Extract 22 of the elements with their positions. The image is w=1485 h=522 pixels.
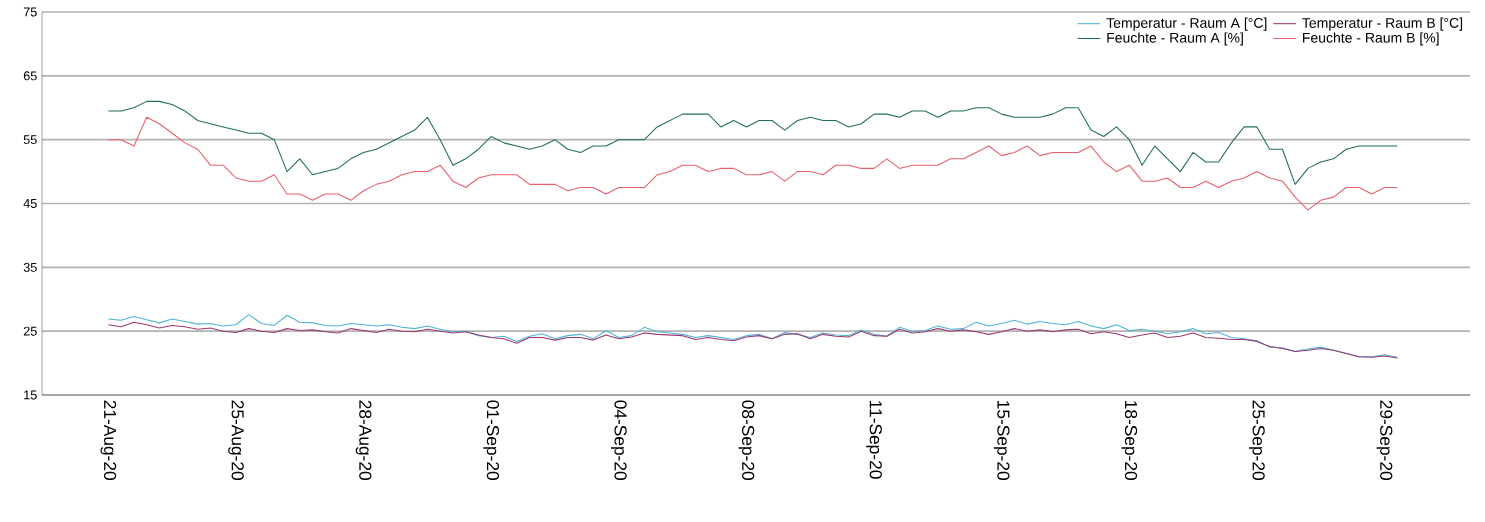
x-tick-label: 08-Sep-20 bbox=[738, 400, 755, 480]
y-tick-label: 25 bbox=[23, 326, 37, 336]
x-tick-label: 28-Aug-20 bbox=[355, 400, 372, 480]
x-tick-label: 15-Sep-20 bbox=[993, 401, 1010, 480]
x-tick-label: 01-Sep-20 bbox=[483, 400, 500, 480]
legend-label: Temperatur - Raum B [°C] bbox=[1302, 17, 1463, 31]
x-tick-label: 21-Aug-20 bbox=[100, 400, 117, 480]
y-tick-label: 75 bbox=[23, 7, 37, 17]
x-tick-label: 25-Sep-20 bbox=[1249, 400, 1265, 480]
x-tick-label: 29-Sep-20 bbox=[1376, 400, 1393, 480]
y-tick-label: 35 bbox=[23, 262, 37, 272]
x-tick-label: 25-Aug-20 bbox=[228, 400, 244, 480]
y-tick-label: 65 bbox=[23, 71, 37, 81]
legend-label: Temperatur - Raum A [°C] bbox=[1106, 17, 1267, 31]
x-tick-label: 18-Sep-20 bbox=[1121, 401, 1138, 480]
legend-label: Feuchte - Raum A [%] bbox=[1107, 32, 1243, 46]
legend-label: Feuchte - Raum B [%] bbox=[1303, 32, 1439, 46]
y-tick-label: 55 bbox=[23, 135, 37, 145]
y-tick-label: 45 bbox=[23, 199, 37, 208]
x-tick-label: 11-Sep-20 bbox=[866, 401, 882, 479]
x-tick-label: 04-Sep-20 bbox=[610, 400, 627, 480]
y-tick-label: 15 bbox=[24, 390, 37, 400]
